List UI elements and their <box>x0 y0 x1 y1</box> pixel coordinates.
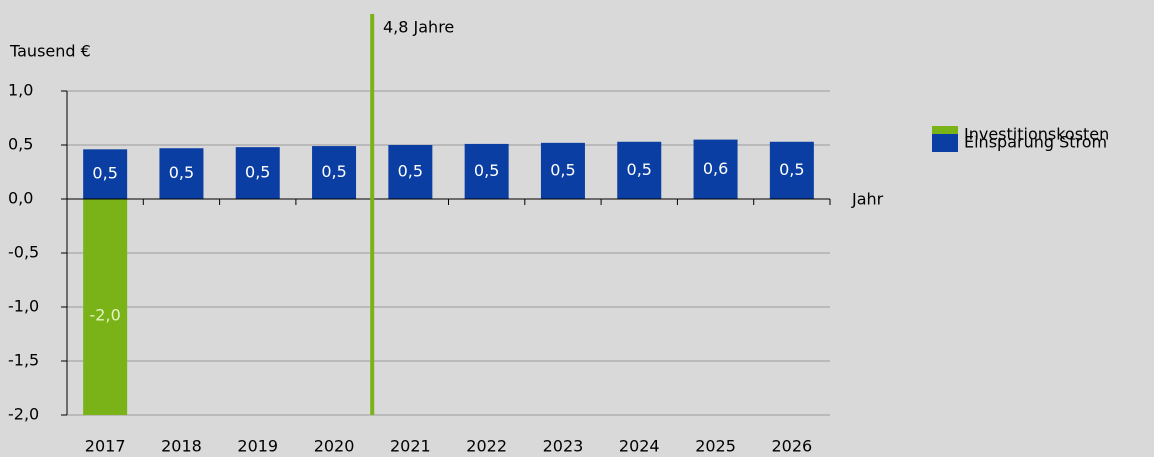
data-label: 0,5 <box>169 163 194 182</box>
bar <box>388 145 433 199</box>
bar <box>769 141 814 199</box>
legend-swatch <box>932 134 958 152</box>
data-label: 0,5 <box>474 161 499 180</box>
data-label: 0,5 <box>321 162 346 181</box>
y-tick-label: -2,0 <box>8 405 39 424</box>
y-tick-label: -0,5 <box>8 243 39 262</box>
data-label: 0,5 <box>398 162 423 181</box>
data-label: -2,0 <box>90 306 121 325</box>
y-tick-label: -1,0 <box>8 297 39 316</box>
data-label: 0,5 <box>627 160 652 179</box>
x-tick-label: 2026 <box>771 437 812 456</box>
data-label: 0,6 <box>703 159 728 178</box>
x-axis-label: Jahr <box>851 190 884 209</box>
x-tick-label: 2021 <box>390 437 431 456</box>
bar <box>83 149 128 199</box>
y-tick-label: 0,5 <box>8 135 33 154</box>
x-tick-label: 2025 <box>695 437 736 456</box>
x-tick-label: 2020 <box>314 437 355 456</box>
bar <box>159 148 204 199</box>
bar <box>235 147 280 199</box>
data-label: 0,5 <box>779 160 804 179</box>
legend-label: Einsparung Strom <box>964 133 1107 152</box>
y-axis-label: Tausend € <box>9 42 91 61</box>
bar <box>617 141 662 199</box>
bar <box>83 199 128 415</box>
y-tick-label: -1,5 <box>8 351 39 370</box>
data-label: 0,5 <box>550 160 575 179</box>
annotation: 4,8 Jahre <box>383 18 454 37</box>
x-tick-label: 2018 <box>161 437 202 456</box>
x-tick-label: 2017 <box>85 437 126 456</box>
x-tick-label: 2024 <box>619 437 660 456</box>
legend-label: Investitionskosten <box>964 125 1109 144</box>
bar <box>693 139 738 199</box>
bar <box>464 143 509 199</box>
y-tick-label: 0,0 <box>8 189 33 208</box>
y-tick-label: 1,0 <box>8 81 33 100</box>
payback-line <box>370 14 375 415</box>
bar <box>312 146 357 199</box>
x-tick-label: 2022 <box>466 437 507 456</box>
bar <box>540 142 585 199</box>
x-tick-label: 2023 <box>543 437 584 456</box>
x-tick-label: 2019 <box>237 437 278 456</box>
data-label: 0,5 <box>245 163 270 182</box>
data-label: 0,5 <box>92 164 117 183</box>
